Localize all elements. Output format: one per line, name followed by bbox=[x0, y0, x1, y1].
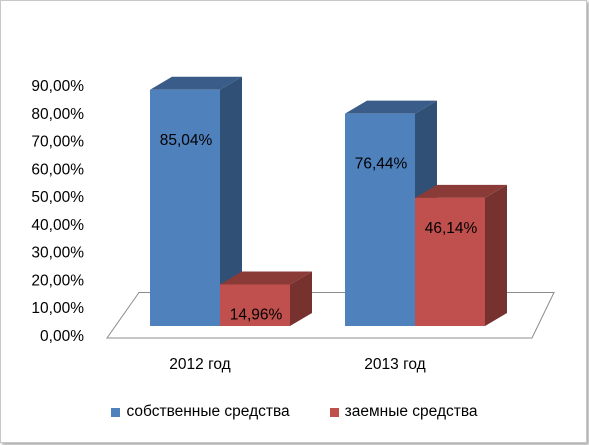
y-tick-label: 0,00% bbox=[40, 328, 84, 345]
y-tick-label: 40,00% bbox=[31, 217, 84, 234]
x-category-label: 2013 год bbox=[364, 356, 425, 373]
legend-swatch-own-funds bbox=[111, 407, 121, 417]
x-category-label: 2012 год bbox=[169, 356, 230, 373]
bar-own-1-side bbox=[220, 76, 242, 327]
y-tick-label: 50,00% bbox=[31, 189, 84, 206]
legend-swatch-borrowed-funds bbox=[329, 407, 339, 417]
bar-own-1-top bbox=[150, 76, 242, 90]
data-label: 76,44% bbox=[355, 156, 408, 173]
bar-borrowed-1-top bbox=[220, 271, 312, 285]
bar-borrowed-1 bbox=[220, 284, 290, 326]
y-tick-label: 30,00% bbox=[31, 245, 84, 262]
y-tick-label: 70,00% bbox=[31, 134, 84, 151]
data-label: 85,04% bbox=[160, 132, 213, 149]
bar-borrowed-2 bbox=[415, 197, 485, 326]
bar-own-2 bbox=[345, 113, 415, 327]
bar-own-1 bbox=[150, 89, 220, 327]
y-tick-label: 60,00% bbox=[31, 161, 84, 178]
y-tick-label: 20,00% bbox=[31, 272, 84, 289]
y-tick-label: 90,00% bbox=[31, 78, 84, 95]
legend-item-borrowed-funds: заемные средства bbox=[329, 403, 478, 421]
chart-legend: собственные средства заемные средства bbox=[0, 402, 589, 422]
legend-label-own-funds: собственные средства bbox=[126, 403, 290, 420]
bar-borrowed-2-side bbox=[485, 184, 507, 326]
y-tick-label: 80,00% bbox=[31, 106, 84, 123]
y-tick-label: 10,00% bbox=[31, 300, 84, 317]
bar-borrowed-1-side bbox=[290, 271, 312, 326]
legend-item-own-funds: собственные средства bbox=[111, 403, 290, 421]
bar-own-2-top bbox=[345, 100, 437, 114]
legend-label-borrowed-funds: заемные средства bbox=[344, 403, 478, 420]
chart-plot: 0,00% 10,00% 20,00% 30,00% 40,00% 50,00% 60,00… bbox=[31, 76, 555, 373]
data-label: 14,96% bbox=[230, 306, 283, 323]
data-label: 46,14% bbox=[425, 220, 478, 237]
bar-borrowed-2-top bbox=[415, 184, 507, 198]
chart-floor bbox=[106, 292, 555, 339]
